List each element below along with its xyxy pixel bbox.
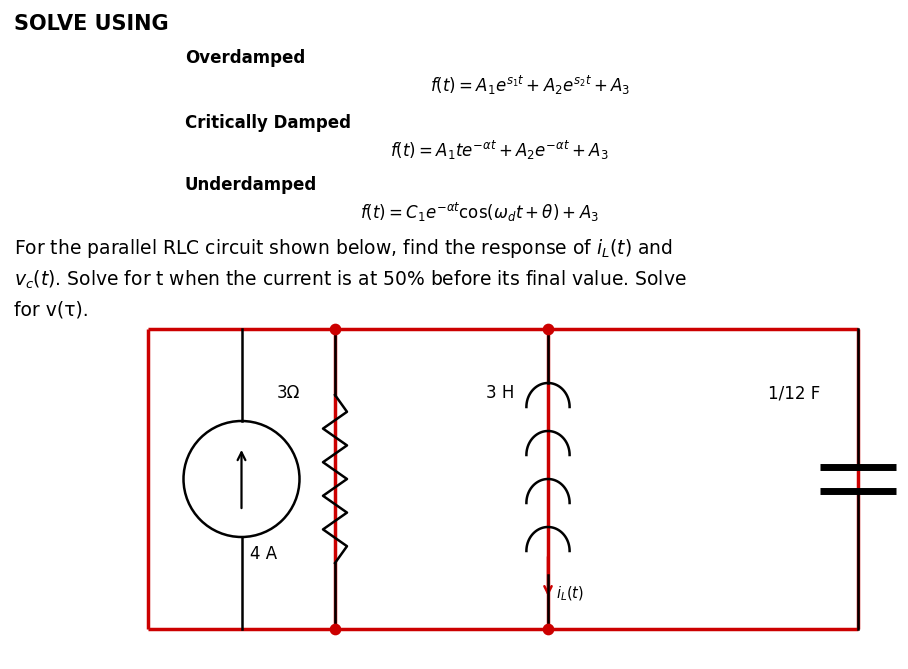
Point — [328, 324, 342, 334]
Text: 4 A: 4 A — [250, 545, 277, 563]
Text: $f(t) = A_1e^{s_1t} + A_2e^{s_2t} + A_3$: $f(t) = A_1e^{s_1t} + A_2e^{s_2t} + A_3$ — [430, 74, 630, 97]
Text: 3Ω: 3Ω — [277, 384, 301, 402]
Text: Overdamped: Overdamped — [185, 49, 305, 67]
Text: $f(t) = A_1te^{-\alpha t} + A_2e^{-\alpha t} + A_3$: $f(t) = A_1te^{-\alpha t} + A_2e^{-\alph… — [390, 139, 608, 162]
Point — [541, 324, 556, 334]
Text: $i_L(t)$: $i_L(t)$ — [556, 585, 584, 603]
Text: SOLVE USING: SOLVE USING — [14, 14, 169, 34]
Text: For the parallel RLC circuit shown below, find the response of $i_L(t)$ and: For the parallel RLC circuit shown below… — [14, 237, 673, 260]
Text: for v(τ).: for v(τ). — [14, 301, 89, 320]
Text: 3 H: 3 H — [486, 384, 514, 402]
Point — [328, 624, 342, 634]
Text: Critically Damped: Critically Damped — [185, 114, 351, 132]
Text: $v_c(t)$. Solve for t when the current is at 50% before its final value. Solve: $v_c(t)$. Solve for t when the current i… — [14, 269, 686, 291]
Point — [541, 624, 556, 634]
Text: $f(t) = C_1e^{-\alpha t}\cos(\omega_d t + \theta) + A_3$: $f(t) = C_1e^{-\alpha t}\cos(\omega_d t … — [360, 201, 599, 224]
Text: Underdamped: Underdamped — [185, 176, 317, 194]
Text: 1/12 F: 1/12 F — [768, 384, 820, 402]
